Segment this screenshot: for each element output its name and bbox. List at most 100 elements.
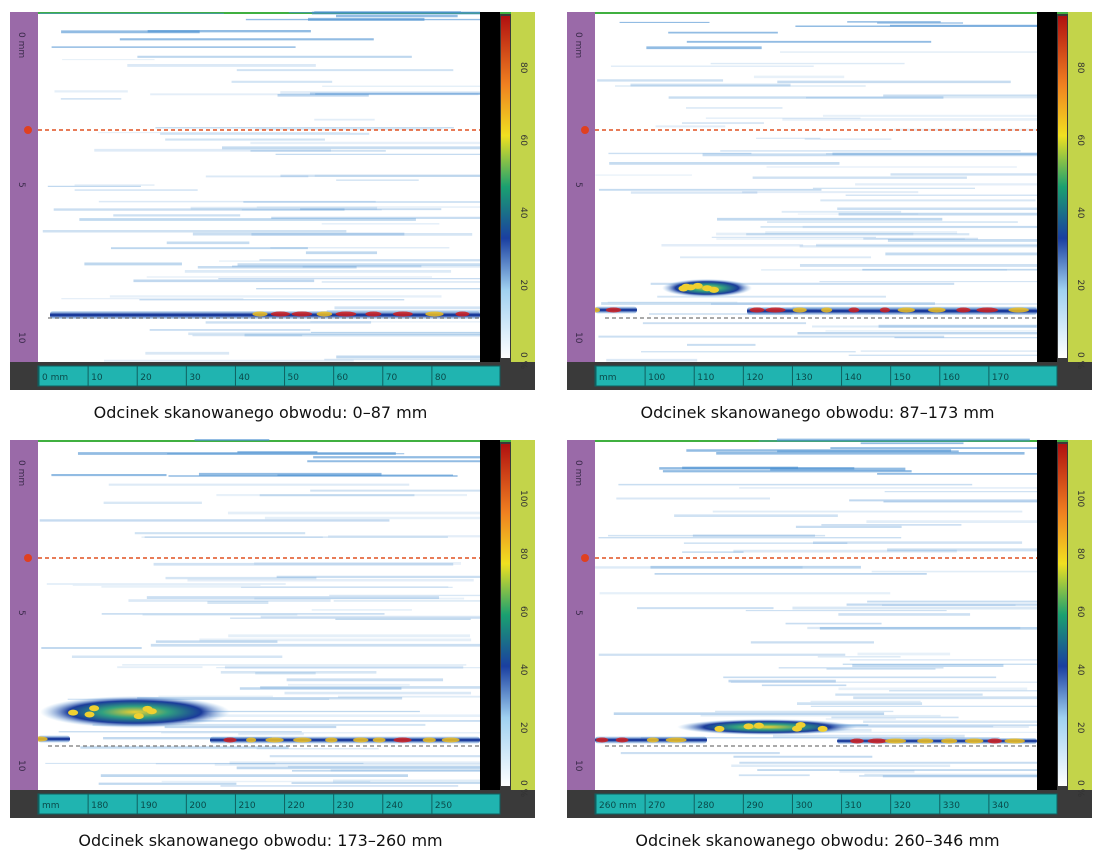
defect-spot [792,307,807,313]
depth-label: 5 [573,610,583,616]
scale-label: 80 [518,62,528,74]
axis-label: 340 [992,801,1009,811]
defect-spot [372,737,386,743]
scale-strip [511,12,535,362]
defect-spot [753,722,764,729]
depth-strip [567,440,595,790]
axis-label: 110 [697,373,714,383]
defect-spot [646,737,659,743]
black-strip [1037,12,1057,362]
depth-label: 0 mm [16,460,26,486]
scale-label: 20 [518,280,528,292]
axis-label: 140 [845,373,862,383]
scale-label: 60 [1075,135,1085,147]
axis-label: 250 [435,801,452,811]
black-strip [480,12,500,362]
axis-label: mm [42,801,60,811]
defect-spot [68,709,79,716]
scale-label: 0 % [1075,352,1085,370]
axis-label: 50 [288,373,300,383]
defect-blob [677,719,857,735]
defect-spot [1008,307,1029,313]
scan-image [595,12,1037,362]
scan-panel: 0 mm 5 10 100 80 60 40 20 0 % 260 mm 270 280 290 300 3… [567,438,1092,818]
depth-label: 5 [16,610,26,616]
axis-label: 190 [140,801,157,811]
axis-label: 320 [894,801,911,811]
defect-spot [964,738,984,744]
defect-band [38,735,70,743]
defect-spot [917,738,934,744]
depth-label: 5 [16,182,26,188]
axis-label: 120 [746,373,763,383]
defect-spot [425,311,444,317]
color-scale [501,444,510,786]
axis-label: 150 [894,373,911,383]
defect-spot [976,307,999,313]
caption: Odcinek skanowanego obwodu: 0–87 mm [94,403,428,422]
scale-label: 100 [1075,490,1085,507]
defect-spot [714,725,725,732]
scan-image [38,12,480,362]
defect-band [837,738,1037,744]
axis-label: 80 [435,373,447,383]
scan-panel: 0 mm 5 10 100 80 60 40 20 0 % mm 180 190 200 210 220 23… [10,439,535,818]
depth-strip [10,440,38,790]
depth-label: 10 [573,760,583,772]
defect-spot [749,307,765,313]
defect-spot [422,737,436,743]
scan-panel: 0 mm 5 10 80 60 40 20 0 % 0 mm 10 20 30 40 50 60 70 80 [10,11,535,390]
caption: Odcinek skanowanego obwodu: 87–173 mm [640,403,994,422]
defect-spot [270,311,290,317]
defect-spot [455,311,470,317]
scale-label: 60 [1075,606,1085,618]
defect-spot [884,738,907,744]
depth-label: 10 [16,760,26,772]
defect-spot [709,286,720,293]
defect-spot [879,307,890,313]
axis-label: 30 [189,373,201,383]
defect-spot [353,737,369,743]
defect-spot [291,311,313,317]
axis-label: 10 [91,373,103,383]
defect-spot [743,723,754,730]
axis-label: 300 [795,801,812,811]
defect-spot [956,307,971,313]
color-scale [1058,16,1067,358]
defect-spot [692,282,703,289]
axis-label: 220 [288,801,305,811]
gate-marker [581,554,589,562]
scale-label: 0 % [518,352,528,370]
scale-strip [511,440,535,790]
axis-label: 210 [238,801,255,811]
defect-spot [765,307,786,313]
axis-label: 280 [697,801,714,811]
caption: Odcinek skanowanego obwodu: 260–346 mm [635,831,999,850]
black-strip [1037,440,1057,790]
scale-label: 0 % [1075,780,1085,798]
axis-label: 270 [648,801,665,811]
defect-spot [605,307,622,313]
scale-label: 40 [1075,664,1085,676]
defect-spot [595,737,609,743]
scale-label: 80 [1075,548,1085,560]
depth-label: 10 [573,332,583,344]
defect-spot [325,737,338,743]
defect-spot [392,311,413,317]
gate-marker [24,554,32,562]
defect-spot [293,737,312,743]
scale-label: 20 [1075,722,1085,734]
axis-label: 240 [386,801,403,811]
defect-spot [223,737,237,743]
defect-spot [795,721,806,728]
defect-spot [393,737,412,743]
depth-label: 0 mm [573,32,583,58]
defect-spot [821,307,833,313]
depth-label: 10 [16,332,26,344]
scale-label: 0 % [518,780,528,798]
axis-bar [37,365,501,387]
gate-marker [24,126,32,134]
defect-spot [897,307,915,313]
scale-label: 80 [1075,62,1085,74]
